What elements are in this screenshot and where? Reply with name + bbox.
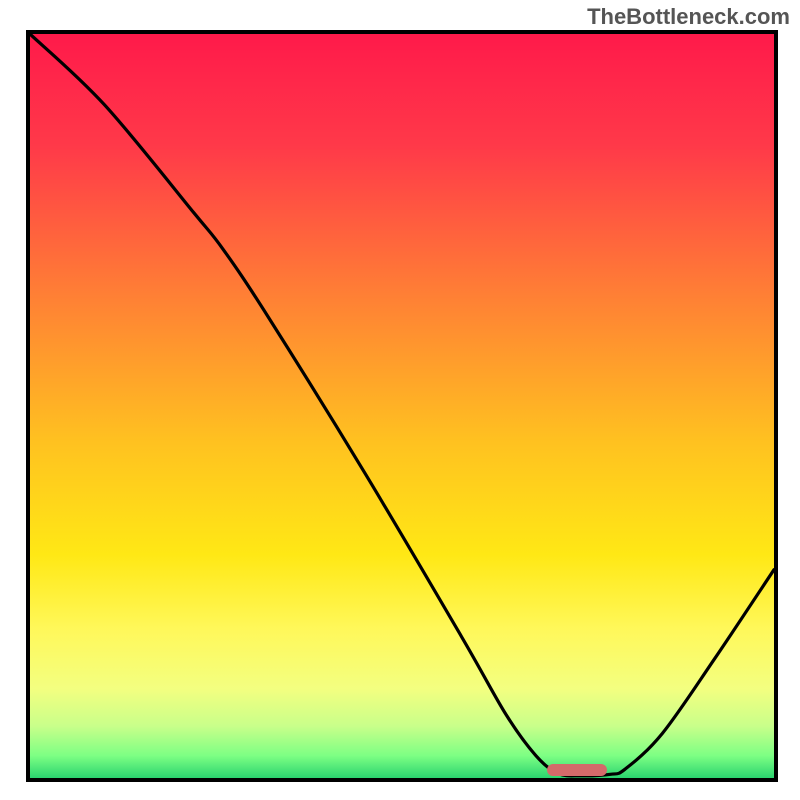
bottleneck-curve	[30, 34, 774, 776]
bottleneck-chart: TheBottleneck.com	[0, 0, 800, 800]
watermark-text: TheBottleneck.com	[587, 4, 790, 30]
curve-svg	[30, 34, 774, 778]
plot-area	[26, 30, 778, 782]
optimal-range-marker	[547, 764, 607, 776]
